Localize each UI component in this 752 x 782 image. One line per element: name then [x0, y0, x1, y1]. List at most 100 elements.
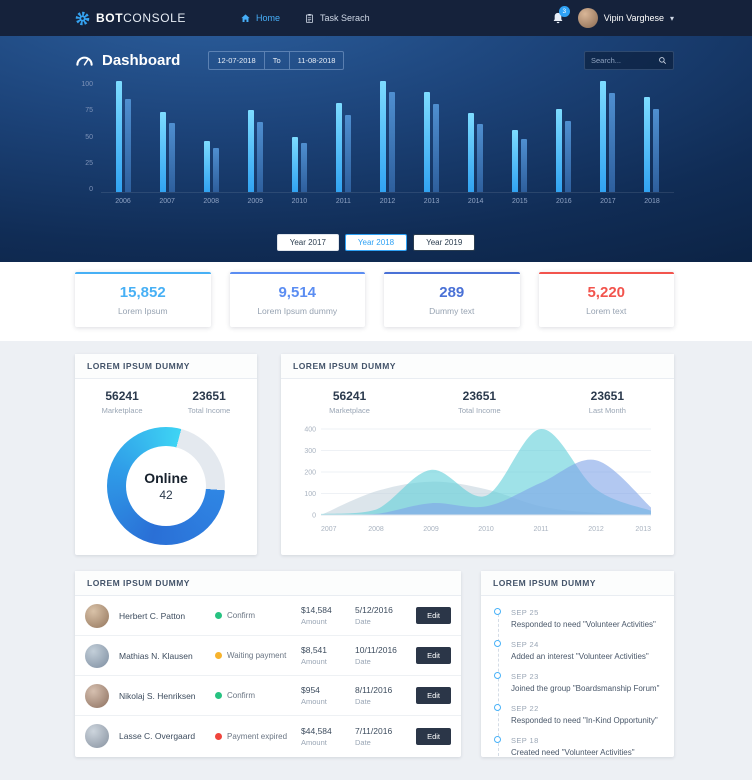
nav-item-task-search[interactable]: Task Serach: [304, 13, 370, 24]
edit-button[interactable]: Edit: [416, 647, 451, 664]
stat-card-lorem-text: 5,220 Lorem text: [538, 272, 674, 327]
status-dot-icon: [215, 652, 222, 659]
stat-label: Lorem Ipsum dummy: [257, 306, 338, 316]
date-label: Date: [355, 697, 371, 706]
date-cell: 10/11/2016 Date: [355, 645, 411, 666]
y-axis-label: 100: [81, 81, 93, 88]
table-row: Nikolaj S. Henriksen Confirm $954 Amount …: [75, 676, 461, 716]
user-name: Vipin Varghese: [603, 13, 664, 23]
stat-label: Marketplace: [101, 406, 143, 415]
status-text: Confirm: [227, 691, 256, 700]
bar: [600, 81, 607, 192]
stat-last-month: 23651 Last Month: [589, 389, 626, 415]
edit-button[interactable]: Edit: [416, 727, 451, 745]
year-2019-button[interactable]: Year 2019: [413, 234, 476, 251]
user-avatar: [577, 8, 598, 28]
page-title: Dashboard: [102, 51, 181, 69]
notifications-button[interactable]: 3: [551, 6, 570, 25]
amount-label: Amount: [301, 697, 327, 706]
bar: [389, 92, 395, 192]
gear-icon: [75, 11, 90, 25]
y-axis-label: 0: [89, 186, 93, 193]
timeline-item: SEP 22 Responded to need "In-Kind Opport…: [494, 704, 664, 726]
date-value: 10/11/2016: [355, 645, 397, 655]
amount-value: $44,584: [301, 725, 332, 736]
date-cell: 8/11/2016 Date: [355, 685, 411, 706]
y-axis-label: 75: [85, 107, 93, 115]
hero-section: Dashboard 12-07-2018 To 11-08-2018 100 75…: [0, 36, 752, 262]
timeline-text: Responded to need "In-Kind Opportunity": [511, 716, 658, 725]
bar-group: 2006: [101, 81, 145, 205]
donut-card-stats: 56241 Marketplace 23651 Total Income: [75, 379, 257, 415]
year-2017-button[interactable]: Year 2017: [276, 234, 339, 251]
year-2018-button[interactable]: Year 2018: [344, 234, 408, 251]
x-axis-label: 2011: [335, 198, 351, 205]
bar-group: 2008: [189, 81, 233, 205]
timeline-text: Added an interest "Volunteer Activities": [511, 652, 649, 661]
search-icon[interactable]: [658, 56, 667, 65]
timeline-date: SEP 18: [511, 736, 539, 745]
status-badge: Waiting payment: [215, 651, 301, 660]
card-title: LOREM IPSUM DUMMY: [481, 571, 674, 596]
date-value: 8/11/2016: [355, 685, 393, 695]
timeline-date: SEP 25: [511, 608, 539, 617]
bar: [424, 92, 431, 192]
bar: [124, 98, 131, 192]
y-axis-label: 0: [312, 513, 316, 520]
bar: [644, 96, 651, 192]
stat-card-lorem-ipsum: 15,852 Lorem Ipsum: [75, 272, 211, 327]
timeline-date: SEP 23: [511, 672, 539, 681]
timeline-item: SEP 24 Added an interest "Volunteer Acti…: [494, 640, 664, 662]
bar: [159, 112, 166, 192]
donut-center: Online 42: [126, 446, 206, 526]
stat-total-income: 23651 Total Income: [458, 389, 501, 415]
donut-center-title: Online: [144, 470, 188, 486]
nav-item-home[interactable]: Home: [240, 13, 280, 24]
edit-button[interactable]: Edit: [416, 607, 451, 624]
edit-button[interactable]: Edit: [416, 687, 451, 704]
app-logo[interactable]: BOTCONSOLE: [75, 11, 186, 26]
user-menu[interactable]: Vipin Varghese ▾: [577, 8, 674, 28]
avatar: [85, 724, 109, 748]
table-row: Herbert C. Patton Confirm $14,584 Amount …: [75, 596, 461, 636]
amount-value: $8,541: [301, 645, 327, 655]
amount-cell: $954 Amount: [301, 685, 355, 706]
search-input[interactable]: [591, 55, 658, 65]
status-badge: Payment expired: [215, 732, 301, 741]
date-cell: 7/11/2016 Date: [355, 726, 411, 747]
search-box[interactable]: [584, 50, 674, 70]
bar: [556, 108, 563, 192]
bar-group: 2014: [454, 81, 498, 205]
timeline-date: SEP 24: [511, 640, 539, 649]
date-label: Date: [355, 657, 371, 666]
bar-group: 2009: [233, 81, 277, 205]
x-axis-label: 2013: [423, 198, 440, 205]
bar: [335, 103, 342, 192]
donut-card: LOREM IPSUM DUMMY 56241 Marketplace 2365…: [75, 354, 257, 555]
area-chart-card: LOREM IPSUM DUMMY 56241 Marketplace 2365…: [281, 354, 674, 555]
y-axis-label: 400: [304, 427, 316, 434]
nav-item-label: Home: [256, 13, 281, 23]
timeline-text: Responded to need "Volunteer Activities": [511, 620, 656, 629]
bar: [653, 108, 660, 192]
x-axis-label: 2008: [203, 198, 219, 205]
bar-group: 2016: [542, 81, 586, 205]
status-dot-icon: [215, 692, 222, 699]
home-icon: [241, 13, 250, 22]
stat-value: 23651: [590, 389, 625, 403]
main-nav: Home Task Serach: [240, 13, 370, 24]
timeline-dot-icon: [494, 704, 501, 711]
bar: [300, 143, 307, 192]
date-to[interactable]: 11-08-2018: [297, 55, 336, 65]
amount-cell: $8,541 Amount: [301, 645, 355, 666]
stat-value: 15,852: [119, 284, 166, 301]
x-axis-label: 2012: [588, 526, 604, 533]
x-axis-label: 2013: [635, 526, 651, 533]
y-axis-label: 300: [304, 448, 316, 455]
activity-timeline-card: LOREM IPSUM DUMMY SEP 25 Responded to ne…: [481, 571, 674, 757]
y-axis-label: 50: [85, 133, 93, 141]
stat-label: Lorem text: [586, 306, 627, 316]
date-from[interactable]: 12-07-2018: [217, 55, 256, 65]
date-range-picker[interactable]: 12-07-2018 To 11-08-2018: [208, 50, 345, 70]
date-cell: 5/12/2016 Date: [355, 605, 411, 626]
